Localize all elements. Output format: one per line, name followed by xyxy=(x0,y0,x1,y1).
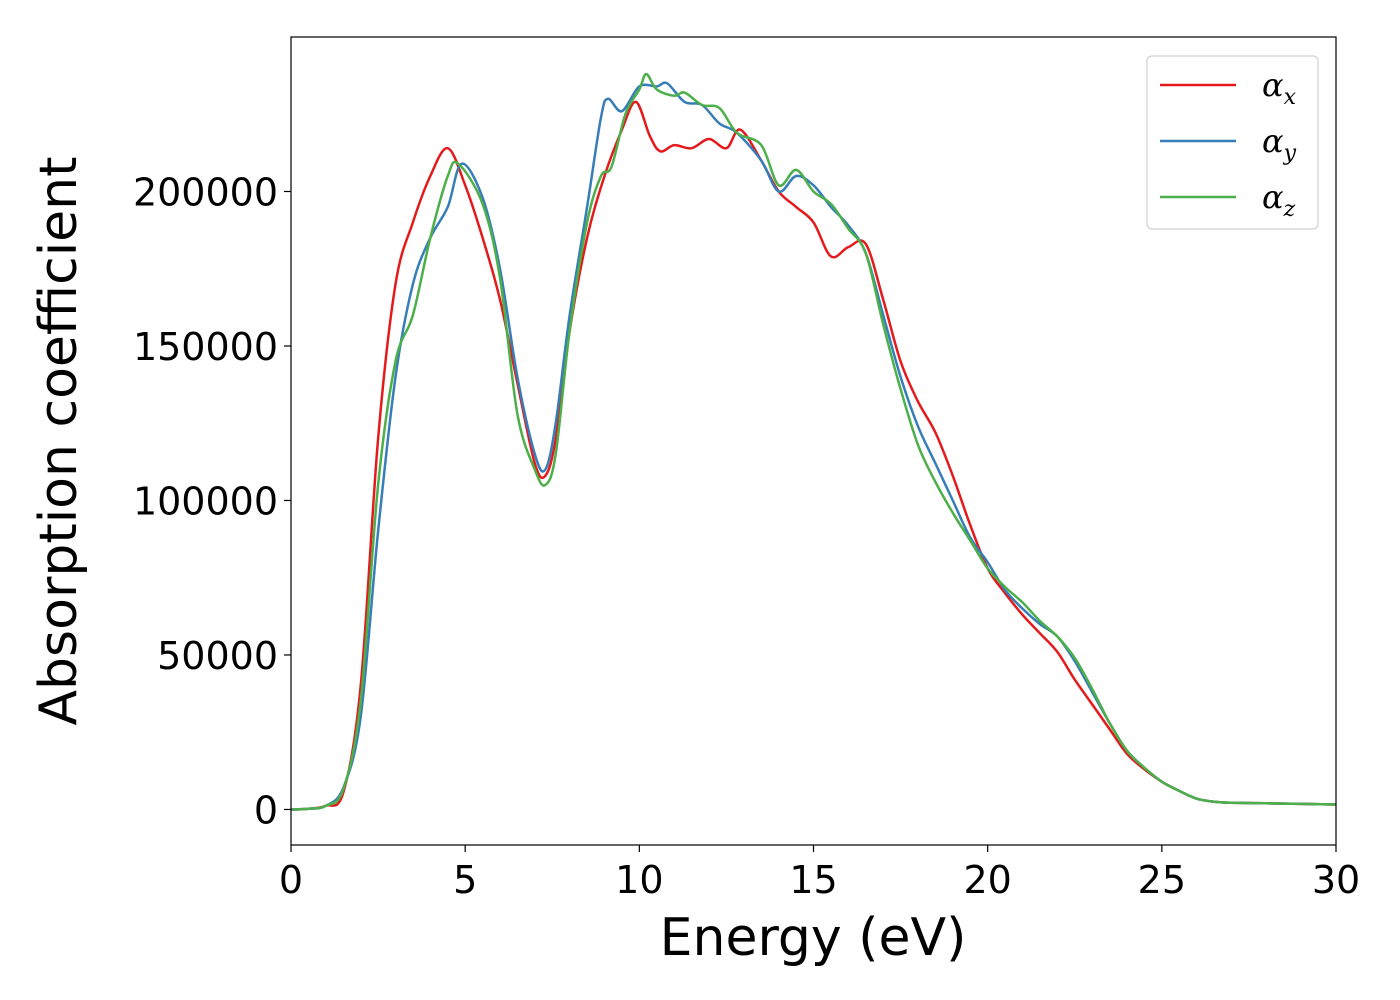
legend-box xyxy=(1146,55,1319,230)
legend-label-x: αx xyxy=(1262,66,1297,110)
x-tick-label: 0 xyxy=(279,858,303,902)
series-layer xyxy=(290,72,1337,811)
x-axis-ticks: 0 5 10 15 20 25 30 xyxy=(279,845,1360,902)
y-tick-label: 100000 xyxy=(133,479,278,523)
y-tick-label: 150000 xyxy=(133,325,278,369)
x-tick-label: 25 xyxy=(1138,858,1186,902)
x-tick-label: 5 xyxy=(453,858,477,902)
x-tick-label: 20 xyxy=(963,858,1011,902)
legend-label-y: αy xyxy=(1262,122,1297,166)
x-tick-label: 15 xyxy=(789,858,837,902)
x-tick-label: 10 xyxy=(615,858,663,902)
y-axis-ticks: 0 50000 100000 150000 200000 xyxy=(133,170,291,832)
y-axis-label: Absorption coefficient xyxy=(29,156,89,725)
y-tick-label: 0 xyxy=(254,788,278,832)
y-tick-label: 200000 xyxy=(133,170,278,214)
x-axis-label: Energy (eV) xyxy=(660,908,967,968)
series-line-x xyxy=(290,100,1337,811)
x-tick-label: 30 xyxy=(1312,858,1360,902)
y-tick-label: 50000 xyxy=(157,634,278,678)
series-line-z xyxy=(290,72,1337,811)
